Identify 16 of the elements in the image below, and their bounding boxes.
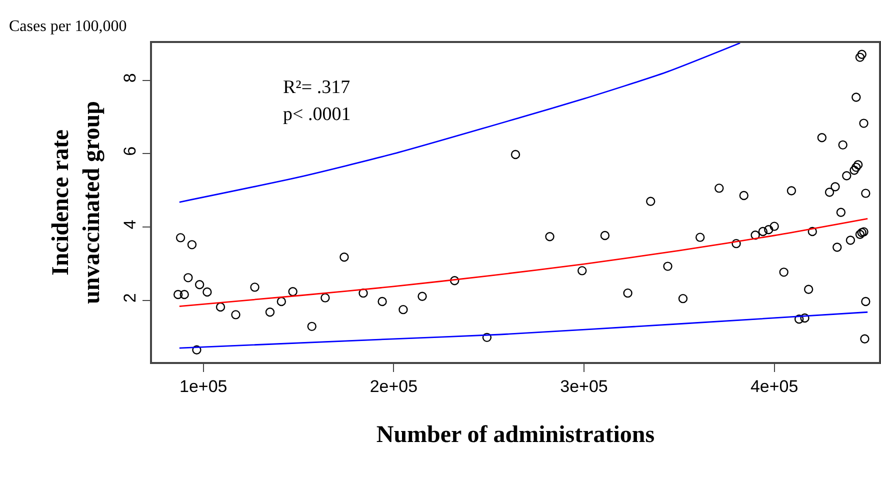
x-axis-title: Number of administrations bbox=[376, 422, 655, 448]
y-tick-label: 8 bbox=[120, 73, 140, 83]
y-axis-title: Incidence rate unvaccinated group bbox=[48, 101, 106, 304]
annotation: R²= .317 bbox=[283, 77, 350, 98]
line-series bbox=[178, 218, 868, 307]
y-tick-label: 4 bbox=[120, 220, 140, 230]
line-series bbox=[178, 43, 741, 203]
annotation: p< .0001 bbox=[283, 104, 351, 125]
x-tick-label: 2e+05 bbox=[370, 377, 418, 396]
line-series bbox=[178, 311, 868, 349]
x-tick-label: 1e+05 bbox=[180, 377, 228, 396]
y-tick-label: 6 bbox=[120, 146, 140, 156]
x-tick-label: 3e+05 bbox=[560, 377, 608, 396]
x-tick-label: 4e+05 bbox=[750, 377, 798, 396]
y-tick-label: 2 bbox=[120, 293, 140, 303]
text: Cases per 100,000 bbox=[9, 18, 127, 35]
